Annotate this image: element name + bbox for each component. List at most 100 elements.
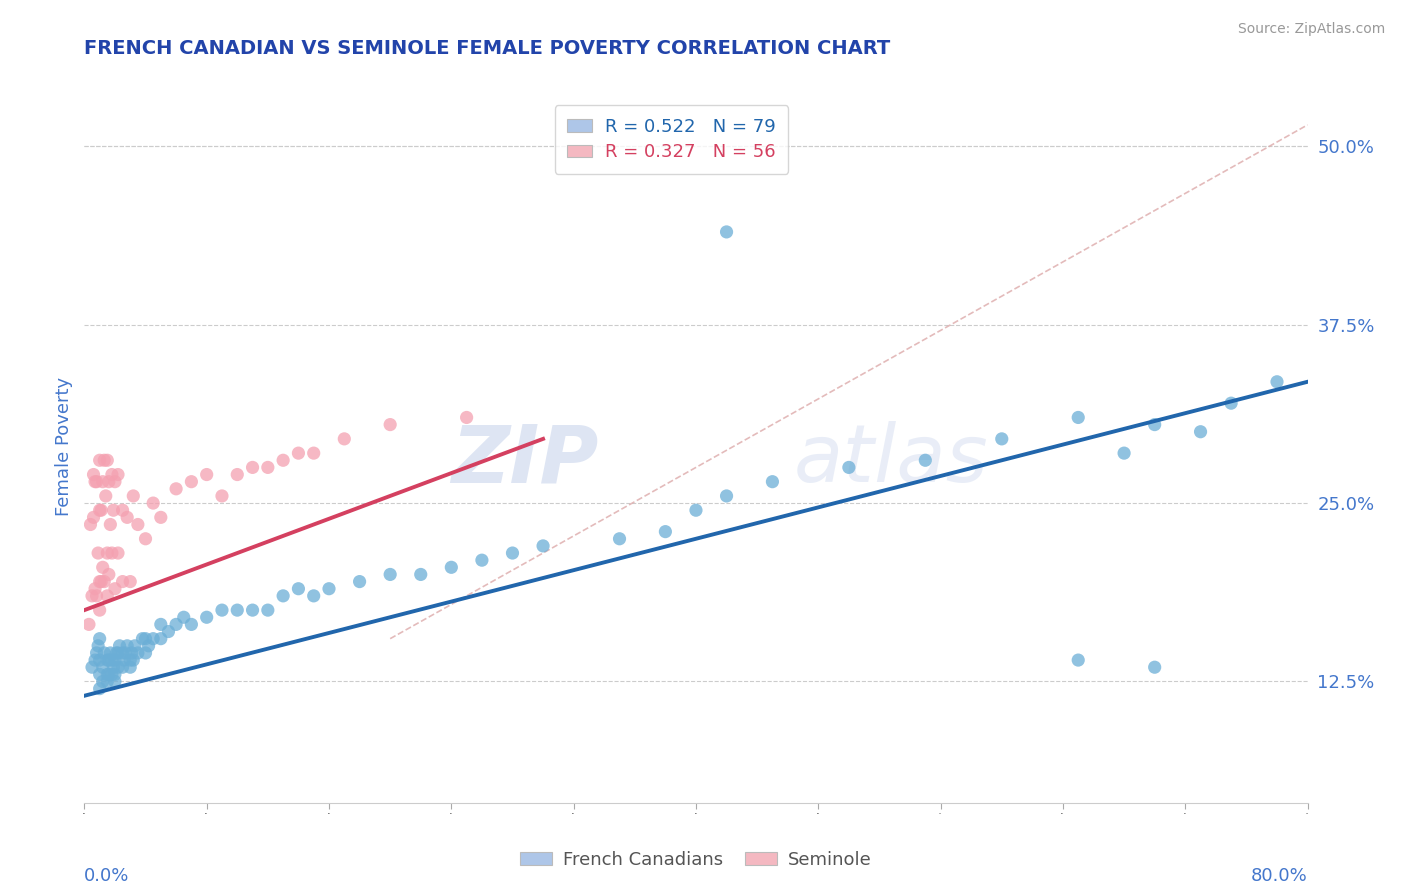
Point (97, 667, 120, 681)
Point (97, 567, 120, 582)
Point (108, 639, 131, 653)
Point (1114, 446, 1136, 460)
Text: Source: ZipAtlas.com: Source: ZipAtlas.com (1237, 22, 1385, 37)
Point (149, 632, 172, 646)
Text: 0.0%: 0.0% (84, 867, 129, 885)
Point (1265, 375, 1288, 389)
Point (89, 681, 111, 696)
Point (107, 660, 129, 674)
Point (89, 453, 111, 467)
Point (91, 475, 114, 489)
Point (122, 489, 145, 503)
Point (89, 653, 111, 667)
Point (349, 574, 371, 589)
Point (127, 517, 149, 532)
Point (138, 639, 160, 653)
Point (104, 653, 127, 667)
Point (83, 467, 105, 482)
Point (89, 632, 111, 646)
Point (211, 489, 233, 503)
Point (165, 482, 187, 496)
Point (654, 524, 676, 539)
Point (107, 546, 129, 560)
Point (115, 639, 138, 653)
Text: 80.0%: 80.0% (1251, 867, 1308, 885)
Legend: French Canadians, Seminole: French Canadians, Seminole (513, 844, 879, 876)
Point (1220, 396, 1243, 410)
Point (101, 653, 124, 667)
Point (124, 639, 146, 653)
Text: atlas: atlas (794, 421, 988, 500)
Point (318, 582, 340, 596)
Point (96, 674, 118, 689)
Point (77, 617, 100, 632)
Point (111, 574, 134, 589)
Point (333, 432, 356, 446)
Point (80, 660, 103, 674)
Point (104, 582, 127, 596)
Point (609, 532, 631, 546)
Point (103, 503, 125, 517)
Point (90, 503, 112, 517)
Point (287, 446, 309, 460)
Point (86, 475, 108, 489)
Point (101, 546, 124, 560)
Point (96, 667, 118, 681)
Text: FRENCH CANADIAN VS SEMINOLE FEMALE POVERTY CORRELATION CHART: FRENCH CANADIAN VS SEMINOLE FEMALE POVER… (84, 39, 890, 58)
Point (120, 653, 142, 667)
Point (104, 667, 127, 681)
Point (149, 617, 172, 632)
Point (97, 475, 120, 489)
Point (86, 589, 108, 603)
Point (180, 475, 202, 489)
Point (120, 574, 142, 589)
Point (107, 646, 129, 660)
Point (531, 539, 554, 553)
Point (302, 589, 325, 603)
Point (112, 653, 135, 667)
Point (761, 475, 783, 489)
Point (1143, 417, 1166, 432)
Point (271, 453, 294, 467)
Point (242, 460, 264, 475)
Point (98, 646, 121, 660)
Point (149, 510, 172, 524)
Point (90, 574, 112, 589)
Point (96, 453, 118, 467)
Point (157, 624, 180, 639)
Point (101, 667, 124, 681)
Point (685, 503, 707, 517)
Point (93, 646, 115, 660)
Point (103, 660, 125, 674)
Point (122, 653, 145, 667)
Point (97, 653, 120, 667)
Point (104, 674, 127, 689)
Point (107, 467, 129, 482)
Point (114, 646, 136, 660)
Point (142, 632, 165, 646)
Point (716, 489, 738, 503)
Point (180, 617, 202, 632)
Point (96, 653, 118, 667)
Point (142, 496, 165, 510)
Point (165, 617, 187, 632)
Point (83, 510, 105, 524)
Point (380, 417, 402, 432)
Point (991, 432, 1014, 446)
Point (111, 646, 134, 660)
Point (135, 632, 157, 646)
Point (94, 489, 117, 503)
Point (302, 446, 325, 460)
Point (287, 582, 309, 596)
Point (93, 453, 115, 467)
Point (84, 582, 107, 596)
Point (96, 546, 118, 560)
Point (111, 660, 134, 674)
Point (1067, 410, 1090, 425)
Point (89, 574, 111, 589)
Point (111, 503, 134, 517)
Point (226, 603, 249, 617)
Point (120, 660, 142, 674)
Point (80, 589, 103, 603)
Point (471, 553, 494, 567)
